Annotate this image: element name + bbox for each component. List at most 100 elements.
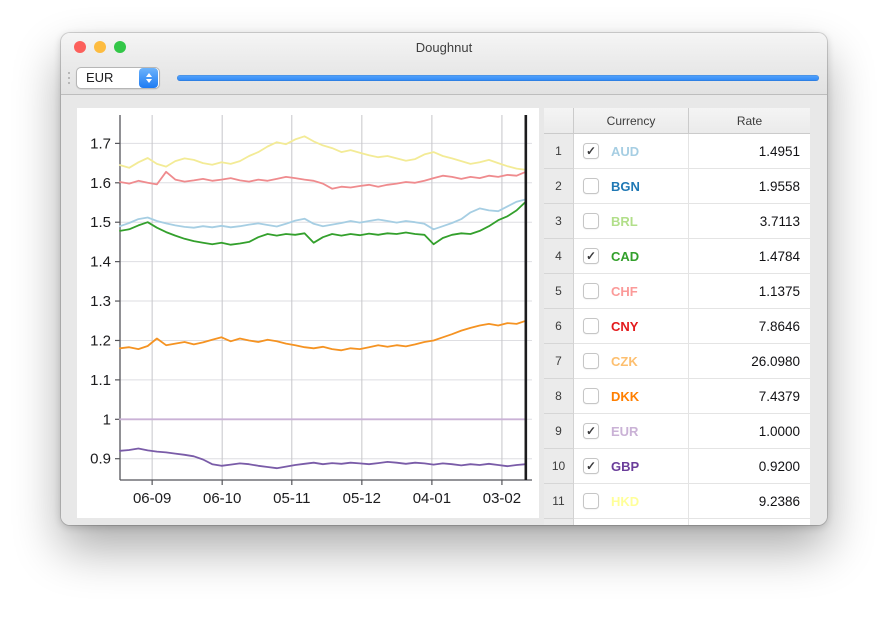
table-row[interactable]: 3 BRL 3.7113 xyxy=(544,204,810,239)
table-header-currency: Currency xyxy=(574,108,689,134)
currency-checkbox[interactable] xyxy=(583,283,599,299)
x-tick-label: 03-02 xyxy=(483,490,521,507)
table-row[interactable]: 1 ✓ AUD 1.4951 xyxy=(544,134,810,169)
table-body: 1 ✓ AUD 1.4951 2 BGN 1.9558 3 BRL 3.7113… xyxy=(544,134,810,525)
x-tick-label: 06-09 xyxy=(133,490,171,507)
chart-canvas[interactable]: 0.9 1 1.1 1.2 1.3 1.4 1.5 1.6 1.7 06-09 06-10 05-11… xyxy=(77,108,539,518)
table-row[interactable]: 6 CNY 7.8646 xyxy=(544,309,810,344)
table-row[interactable] xyxy=(544,519,810,525)
row-number: 9 xyxy=(544,414,574,449)
row-number: 3 xyxy=(544,204,574,239)
y-tick-label: 0.9 xyxy=(90,451,111,468)
row-number: 8 xyxy=(544,379,574,414)
currency-checkbox[interactable] xyxy=(583,318,599,334)
table-row[interactable]: 10 ✓ GBP 0.9200 xyxy=(544,449,810,484)
row-number xyxy=(544,519,574,525)
y-tick-label: 1.2 xyxy=(90,332,111,349)
currency-code: CZK xyxy=(611,353,638,369)
currency-checkbox[interactable] xyxy=(583,353,599,369)
x-tick-label: 05-12 xyxy=(343,490,381,507)
table-row[interactable]: 4 ✓ CAD 1.4784 xyxy=(544,239,810,274)
window-content: 0.9 1 1.1 1.2 1.3 1.4 1.5 1.6 1.7 06-09 06-10 05-11… xyxy=(61,95,827,525)
currency-rate: 1.1375 xyxy=(689,274,810,309)
row-number: 4 xyxy=(544,239,574,274)
table-row[interactable]: 7 CZK 26.0980 xyxy=(544,344,810,379)
zoom-button-icon[interactable] xyxy=(114,41,126,53)
currency-rate: 7.4379 xyxy=(689,379,810,414)
x-tick-label: 05-11 xyxy=(273,490,310,507)
row-number: 5 xyxy=(544,274,574,309)
row-number: 1 xyxy=(544,134,574,169)
y-tick-label: 1.6 xyxy=(90,175,111,192)
y-tick-label: 1.4 xyxy=(90,254,111,271)
y-tick-label: 1.5 xyxy=(90,214,111,231)
currency-rate: 0.9200 xyxy=(689,449,810,484)
y-tick-label: 1 xyxy=(103,411,111,428)
currency-checkbox[interactable]: ✓ xyxy=(583,423,599,439)
currency-checkbox[interactable] xyxy=(583,213,599,229)
chart-line-pink-line xyxy=(119,170,527,190)
currency-checkbox[interactable] xyxy=(583,178,599,194)
row-number: 2 xyxy=(544,169,574,204)
currency-code: CNY xyxy=(611,318,639,334)
currency-rate: 3.7113 xyxy=(689,204,810,239)
y-tick-label: 1.7 xyxy=(90,135,111,152)
currency-rate: 1.4951 xyxy=(689,134,810,169)
currency-rate: 7.8646 xyxy=(689,309,810,344)
date-slider[interactable] xyxy=(177,75,819,81)
exchange-rate-chart[interactable]: 0.9 1 1.1 1.2 1.3 1.4 1.5 1.6 1.7 06-09 06-10 05-11… xyxy=(77,108,539,518)
currency-rate: 26.0980 xyxy=(689,344,810,379)
currency-code: BGN xyxy=(611,178,640,194)
traffic-lights xyxy=(74,41,126,53)
base-currency-select[interactable]: EUR xyxy=(76,66,160,89)
currency-code: EUR xyxy=(611,423,639,439)
table-header-row: Currency Rate xyxy=(544,108,810,134)
currency-rate: 1.9558 xyxy=(689,169,810,204)
base-currency-value: EUR xyxy=(86,70,114,85)
row-number: 6 xyxy=(544,309,574,344)
currency-rate: 1.4784 xyxy=(689,239,810,274)
title-bar[interactable]: Doughnut xyxy=(61,33,827,61)
currency-table: Currency Rate 1 ✓ AUD 1.4951 2 BGN 1.955… xyxy=(544,108,810,525)
row-number: 7 xyxy=(544,344,574,379)
toolbar-grip-icon xyxy=(68,71,70,84)
window-title: Doughnut xyxy=(415,39,473,55)
chart-line-orange-line xyxy=(119,319,527,352)
currency-checkbox[interactable]: ✓ xyxy=(583,458,599,474)
currency-checkbox[interactable] xyxy=(583,388,599,404)
chart-line-CAD-line xyxy=(119,200,527,246)
app-window: Doughnut EUR 0.9 1 1.1 1.2 1.3 1.4 1.5 1.6 1.7 06… xyxy=(61,33,827,525)
currency-rate xyxy=(689,519,810,525)
table-row[interactable]: 2 BGN 1.9558 xyxy=(544,169,810,204)
table-row[interactable]: 9 ✓ EUR 1.0000 xyxy=(544,414,810,449)
table-row[interactable]: 8 DKK 7.4379 xyxy=(544,379,810,414)
chart-line-yellow-line xyxy=(119,135,527,171)
table-header-corner xyxy=(544,108,574,134)
toolbar: EUR xyxy=(61,61,827,95)
currency-code: DKK xyxy=(611,388,640,404)
currency-checkbox[interactable]: ✓ xyxy=(583,143,599,159)
currency-code: HKD xyxy=(611,493,640,509)
minimize-button-icon[interactable] xyxy=(94,41,106,53)
table-row[interactable]: 11 HKD 9.2386 xyxy=(544,484,810,519)
table-header-rate: Rate xyxy=(689,108,810,134)
currency-rate: 1.0000 xyxy=(689,414,810,449)
close-button-icon[interactable] xyxy=(74,41,86,53)
currency-code: CAD xyxy=(611,248,640,264)
currency-checkbox[interactable]: ✓ xyxy=(583,248,599,264)
stepper-arrows-icon[interactable] xyxy=(139,67,158,88)
currency-code: CHF xyxy=(611,283,638,299)
currency-code: AUD xyxy=(611,143,640,159)
currency-rate: 9.2386 xyxy=(689,484,810,519)
y-tick-label: 1.1 xyxy=(90,372,111,389)
chart-line-GBP-line xyxy=(119,447,527,470)
row-number: 11 xyxy=(544,484,574,519)
currency-code: BRL xyxy=(611,213,638,229)
table-row[interactable]: 5 CHF 1.1375 xyxy=(544,274,810,309)
row-number: 10 xyxy=(544,449,574,484)
currency-code: GBP xyxy=(611,458,640,474)
chart-line-AUD-line xyxy=(119,198,527,231)
x-tick-label: 06-10 xyxy=(203,490,241,507)
x-tick-label: 04-01 xyxy=(413,490,451,507)
currency-checkbox[interactable] xyxy=(583,493,599,509)
